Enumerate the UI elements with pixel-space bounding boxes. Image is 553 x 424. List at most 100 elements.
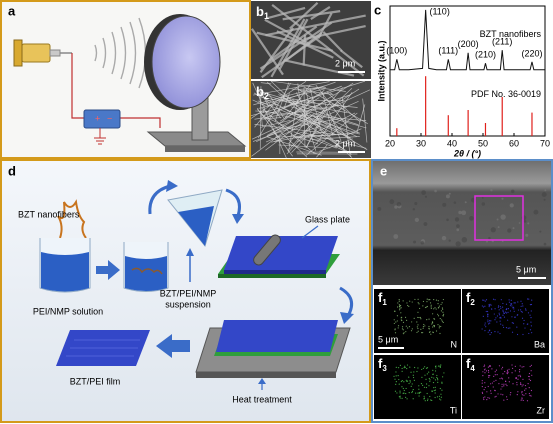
texture [527,222,530,225]
texture [414,217,420,223]
fiber [276,30,334,59]
eds-dot [404,365,406,367]
eds-dot [400,380,402,383]
eds-dot [424,306,427,309]
scale-bar-label: 5 μm [516,264,536,274]
eds-dot [491,368,493,370]
eds-dot [530,310,532,312]
texture [461,210,467,216]
eds-dot [508,301,511,303]
texture [396,202,402,207]
eds-dot [436,374,438,377]
eds-dot [405,396,407,398]
eds-dot [413,371,415,373]
eds-dot [491,382,494,384]
texture [543,242,547,246]
fiber [288,80,366,106]
eds-dot [496,374,498,376]
eds-dot [483,389,485,391]
eds-dot [523,394,525,396]
eds-dot [411,301,413,303]
eds-dot [482,315,484,317]
eds-dot [487,371,490,373]
eds-dot [440,364,442,366]
eds-dot [527,383,529,385]
fiber [330,119,360,134]
eds-dot [495,379,497,382]
fiber [322,91,334,136]
eds-dot [483,299,485,301]
eds-dot [497,305,500,307]
eds-dot [507,327,509,329]
eds-dot [432,369,434,371]
texture [511,189,515,194]
eds-dot [508,368,510,370]
eds-dot [498,365,501,367]
eds-dot [528,298,530,300]
eds-dot [494,389,496,391]
eds-dot [490,383,492,385]
eds-dot [405,379,407,381]
eds-dot [500,388,502,390]
eds-dot [397,367,400,369]
texture [389,199,395,205]
eds-dot [523,366,525,368]
panel-letter: f [466,356,471,371]
eds-dot [530,317,532,319]
xrd-curve [390,9,545,71]
eds-dot [441,382,443,384]
eds-dot [433,308,435,310]
eds-dot [434,386,436,388]
eds-dot [426,367,429,369]
eds-dot [517,309,520,311]
eds-dot [394,310,396,312]
eds-dot [440,303,442,306]
eds-dot [426,298,428,300]
eds-dot [484,330,486,332]
fiber [279,93,295,101]
eds-dot [501,366,504,368]
eds-dot [507,370,509,372]
eds-dot [526,323,528,325]
peak-label: (210) [475,50,496,60]
eds-dot [398,383,400,385]
texture [413,240,417,244]
eds-dot [520,383,522,386]
eds-dot [417,302,419,304]
eds-dot [524,389,526,391]
eds-dot [511,367,514,369]
fiber [277,89,325,125]
svg-text:+: + [95,113,100,123]
eds-dot [437,307,439,309]
eds-dot [439,387,441,390]
texture [496,218,499,221]
eds-dot [442,313,445,315]
eds-dot [489,374,491,377]
eds-dot [421,332,423,334]
eds-dot [484,300,486,302]
eds-dot [431,376,433,379]
fiber [260,119,291,128]
scheme-label: PEI/NMP solution [33,306,103,316]
texture [488,236,491,240]
eds-dot [402,329,404,331]
texture [394,205,398,209]
texture [490,188,493,192]
eds-dot [400,312,402,314]
eds-dot [530,321,532,323]
eds-dot [428,371,430,373]
scheme-label: BZT/PEI film [70,376,121,386]
eds-dot [428,327,430,329]
eds-dot [408,376,410,378]
eds-dot [521,366,523,368]
eds-dot [431,399,433,402]
eds-dot [528,375,530,378]
panel-label: a [8,3,16,18]
eds-dot [410,371,412,373]
eds-dot [419,316,421,319]
eds-dot [435,299,438,301]
eds-dot [432,373,434,376]
eds-dot [484,368,486,370]
fiber [291,137,306,153]
eds-dot [503,399,505,401]
